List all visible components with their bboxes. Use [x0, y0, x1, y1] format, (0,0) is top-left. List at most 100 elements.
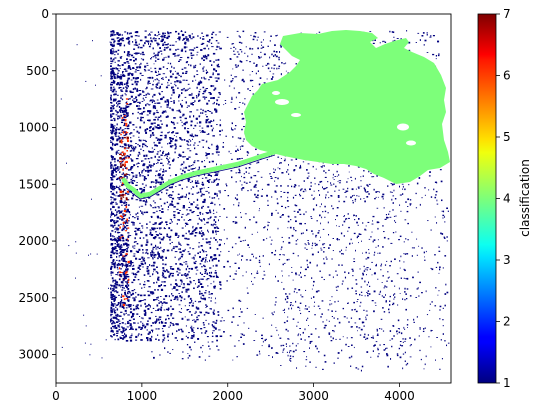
class-pixel — [144, 36, 147, 39]
class-pixel — [278, 67, 280, 70]
class-pixel — [150, 67, 152, 69]
class-pixel — [255, 186, 257, 189]
class-pixel — [172, 109, 174, 112]
class-pixel — [147, 272, 150, 275]
class-pixel — [152, 307, 155, 309]
class-pixel — [160, 158, 163, 160]
class-pixel — [318, 183, 320, 186]
class-pixel — [123, 69, 127, 70]
class-pixel — [169, 235, 172, 238]
class-pixel — [185, 263, 188, 265]
class-pixel — [398, 287, 400, 290]
class-pixel — [151, 351, 153, 353]
class-pixel — [347, 303, 349, 304]
class-pixel — [375, 305, 377, 306]
class-pixel — [150, 134, 152, 137]
class-pixel — [143, 283, 146, 286]
class-pixel — [112, 89, 115, 92]
class-pixel — [156, 181, 159, 183]
class-pixel — [273, 67, 275, 70]
class-pixel — [158, 227, 161, 229]
class-pixel — [150, 232, 152, 235]
class-pixel — [157, 181, 160, 184]
class-pixel — [159, 227, 162, 229]
class-pixel — [114, 98, 117, 101]
class-pixel — [365, 258, 368, 260]
class-pixel — [190, 140, 192, 142]
class-pixel — [199, 189, 202, 191]
class-pixel — [155, 328, 157, 330]
class-pixel — [200, 245, 203, 247]
class-pixel — [142, 145, 144, 148]
class-pixel — [377, 252, 379, 254]
class-pixel — [196, 96, 198, 99]
class-pixel — [304, 275, 306, 277]
class-pixel — [205, 88, 208, 89]
class-pixel — [117, 169, 120, 171]
class-pixel — [235, 181, 237, 183]
class-pixel — [128, 65, 131, 67]
class-pixel — [159, 198, 162, 200]
class-pixel — [161, 304, 163, 306]
class-pixel — [257, 171, 260, 173]
class-pixel — [111, 156, 114, 159]
class-pixel — [110, 309, 113, 312]
class-pixel — [174, 77, 177, 79]
class-pixel — [253, 175, 255, 177]
class-pixel — [281, 172, 284, 174]
class-pixel — [187, 288, 190, 291]
class-pixel — [129, 168, 132, 171]
class-pixel — [215, 111, 218, 113]
class-pixel — [164, 136, 167, 139]
class-pixel — [205, 304, 207, 306]
class-pixel — [438, 290, 440, 292]
class-pixel — [201, 131, 204, 133]
class-pixel — [305, 244, 307, 246]
class-pixel — [397, 328, 399, 330]
class-pixel — [287, 220, 290, 223]
class-pixel — [139, 300, 142, 302]
class-pixel — [226, 216, 228, 218]
class-pixel — [117, 128, 121, 131]
class-pixel — [292, 318, 295, 320]
class-pixel — [234, 76, 236, 78]
class-pixel — [267, 204, 269, 206]
class-pixel — [130, 132, 133, 134]
class-pixel — [197, 315, 200, 317]
class-pixel — [143, 286, 146, 288]
class-pixel — [304, 223, 306, 225]
class-pixel — [275, 275, 276, 278]
class-pixel — [180, 296, 183, 299]
class-pixel — [217, 73, 220, 76]
class-pixel — [325, 194, 327, 196]
class-pixel — [298, 333, 300, 335]
class-pixel — [201, 235, 203, 237]
class-pixel — [251, 273, 253, 275]
class-pixel — [205, 311, 208, 314]
class-pixel — [114, 40, 116, 43]
class-pixel — [403, 277, 405, 279]
class-pixel — [213, 89, 216, 91]
class-pixel — [155, 338, 157, 340]
class-pixel — [200, 292, 203, 295]
class-pixel — [288, 242, 291, 244]
class-pixel — [143, 309, 147, 312]
class-pixel — [141, 183, 144, 185]
class-pixel — [223, 208, 226, 210]
class-pixel — [242, 30, 245, 33]
class-pixel — [171, 145, 173, 148]
class-pixel — [214, 77, 218, 79]
class-pixel — [358, 188, 360, 190]
class-pixel — [352, 270, 354, 272]
class-pixel — [308, 336, 310, 338]
class-pixel — [118, 255, 122, 256]
class-pixel — [230, 80, 233, 83]
class-pixel — [171, 44, 175, 46]
class-pixel — [118, 235, 121, 237]
class-pixel — [394, 258, 396, 261]
class-pixel — [113, 194, 116, 196]
class-pixel — [360, 328, 363, 331]
class-pixel — [149, 305, 151, 306]
class-pixel — [323, 327, 326, 329]
class-pixel — [141, 225, 144, 227]
